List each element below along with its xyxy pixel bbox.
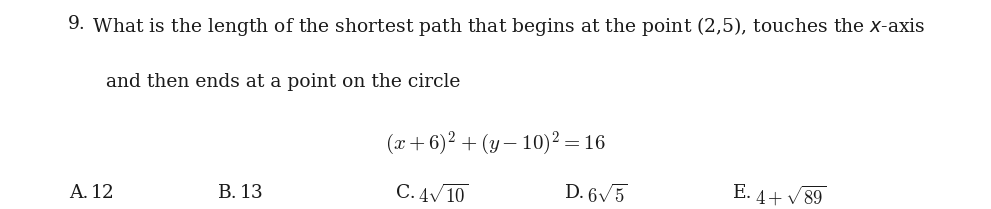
Text: B.: B.	[218, 184, 238, 202]
Text: 13: 13	[240, 184, 264, 202]
Text: $4+\sqrt{89}$: $4+\sqrt{89}$	[755, 184, 826, 208]
Text: D.: D.	[565, 184, 586, 202]
Text: $(x + 6)^2 + (y - 10)^2 = 16$: $(x + 6)^2 + (y - 10)^2 = 16$	[385, 130, 606, 158]
Text: $4\sqrt{10}$: $4\sqrt{10}$	[418, 184, 469, 207]
Text: 9.: 9.	[67, 15, 85, 33]
Text: and then ends at a point on the circle: and then ends at a point on the circle	[106, 73, 461, 91]
Text: C.: C.	[396, 184, 416, 202]
Text: E.: E.	[733, 184, 753, 202]
Text: What is the length of the shortest path that begins at the point (2,5), touches : What is the length of the shortest path …	[87, 15, 926, 38]
Text: A.: A.	[69, 184, 89, 202]
Text: 12: 12	[91, 184, 115, 202]
Text: $6\sqrt{5}$: $6\sqrt{5}$	[587, 184, 627, 207]
